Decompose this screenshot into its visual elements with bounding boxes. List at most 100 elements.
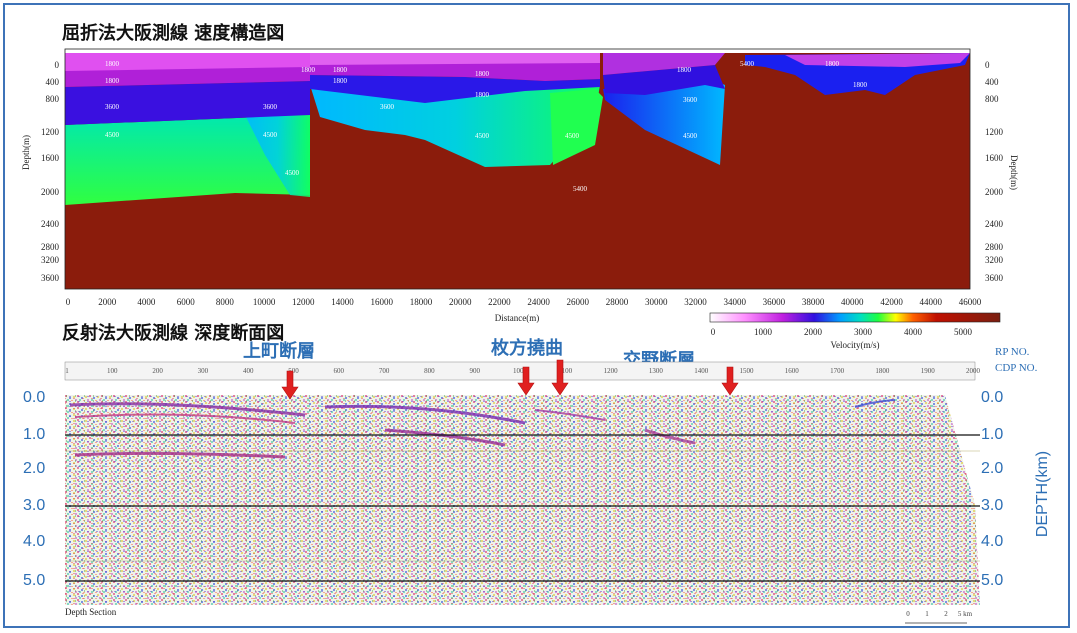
- arrow-icon: [721, 366, 739, 396]
- cdp-tick: 1600: [785, 367, 800, 375]
- cdp-tick: 1300: [649, 367, 664, 375]
- velocity-label: 4500: [475, 132, 490, 140]
- velocity-label: 1800: [853, 81, 868, 89]
- depth-tick-left: 3.0: [23, 497, 46, 514]
- bottom-panel-title: 反射法大阪測線 深度断面図: [62, 323, 285, 344]
- fault-label-uemachi: 上町断層: [243, 341, 315, 362]
- depth-tick-right: 4.0: [981, 533, 1004, 550]
- cdp-tick: 400: [243, 367, 254, 375]
- x-tick-label: 18000: [410, 297, 433, 307]
- x-tick-label: 2000: [98, 297, 117, 307]
- velocity-label: 1800: [475, 70, 490, 78]
- colorbar-tick: 1000: [754, 327, 773, 337]
- x-tick-label: 26000: [567, 297, 590, 307]
- x-tick-label: 36000: [763, 297, 786, 307]
- y-tick-left: 2000: [41, 187, 60, 197]
- velocity-label: 1800: [677, 66, 692, 74]
- cdp-tick: 700: [379, 367, 390, 375]
- depth-tick-left: 1.0: [23, 426, 46, 443]
- y-tick-right: 400: [985, 77, 999, 87]
- velocity-label: 3600: [263, 103, 278, 111]
- y-tick-left: 0: [55, 60, 60, 70]
- right-basin-layer: [603, 77, 725, 165]
- rp-no-label: RP NO.: [995, 346, 1030, 358]
- magenta-layer-left: [65, 53, 310, 71]
- velocity-label: 1800: [333, 66, 348, 74]
- colorbar-label: Velocity(m/s): [831, 340, 880, 350]
- figure-frame: 屈折法大阪測線 速度構造図: [3, 3, 1070, 628]
- depth-tick-left: 4.0: [23, 533, 46, 550]
- velocity-label: 3600: [683, 96, 698, 104]
- x-tick-label: 40000: [841, 297, 864, 307]
- depth-tick-left: 0.0: [23, 389, 46, 406]
- cdp-tick: 1800: [875, 367, 890, 375]
- colorbar-tick: 2000: [804, 327, 823, 337]
- cdp-tick: 800: [424, 367, 435, 375]
- x-tick-label: 20000: [449, 297, 472, 307]
- y-tick-left: 2400: [41, 219, 60, 229]
- x-tick-label: 32000: [684, 297, 707, 307]
- x-tick-label: 28000: [606, 297, 629, 307]
- x-tick-label: 44000: [920, 297, 943, 307]
- y-tick-right: 2000: [985, 187, 1004, 197]
- depth-tick-left: 5.0: [23, 572, 46, 589]
- depth-tick-right: 0.0: [981, 389, 1004, 406]
- y-tick-right: 1600: [985, 153, 1004, 163]
- purple-layer-east: [785, 53, 970, 67]
- cdp-tick: 1400: [694, 367, 709, 375]
- scale-tick: 1: [925, 610, 929, 618]
- velocity-structure-chart: 1800 1800 1800 1800 1800 1800 1800 1800 …: [21, 48, 1019, 350]
- y-tick-right: 1200: [985, 127, 1004, 137]
- depth-section-chart: 1 100 200 300 400 500 600 700 800 900 1000 1100 1200…: [64, 359, 981, 624]
- cdp-tick: 200: [152, 367, 163, 375]
- velocity-label: 1800: [105, 77, 120, 85]
- velocity-label: 3600: [105, 103, 120, 111]
- cdp-tick: 600: [334, 367, 345, 375]
- y-tick-left: 3200: [41, 255, 60, 265]
- velocity-label: 4500: [263, 131, 278, 139]
- velocity-label: 3600: [380, 103, 395, 111]
- colorbar-tick: 3000: [854, 327, 873, 337]
- green-patch-center: [550, 89, 603, 165]
- green-layer-left: [65, 115, 310, 205]
- x-tick-label: 34000: [723, 297, 746, 307]
- y-tick-left: 3600: [41, 273, 60, 283]
- scale-tick: 2: [944, 610, 948, 618]
- fault-label-hirakata: 枚方撓曲: [491, 338, 563, 359]
- fault-arrows: [281, 359, 739, 400]
- x-tick-label: 16000: [370, 297, 393, 307]
- colorbar-tick: 4000: [904, 327, 923, 337]
- velocity-label: 1800: [301, 66, 316, 74]
- velocity-label: 1800: [333, 77, 348, 85]
- cdp-tick: 900: [469, 367, 480, 375]
- cdp-tick: 1700: [830, 367, 845, 375]
- center-basin-layer: [310, 85, 600, 167]
- x-tick-label: 10000: [253, 297, 276, 307]
- velocity-label: 4500: [565, 132, 580, 140]
- top-panel-title: 屈折法大阪測線 速度構造図: [62, 23, 285, 44]
- x-tick-label: 12000: [292, 297, 315, 307]
- velocity-colorbar: [709, 312, 1001, 323]
- depth-tick-right: 5.0: [981, 572, 1004, 589]
- y-tick-left: 800: [46, 94, 60, 104]
- arrow-icon: [551, 359, 569, 396]
- cdp-tick: 1500: [740, 367, 755, 375]
- x-tick-label: 6000: [177, 297, 196, 307]
- footer-section-label: Depth Section: [65, 607, 117, 617]
- x-tick-label: 0: [66, 297, 71, 307]
- cdp-tick: 1100: [558, 367, 572, 375]
- scale-tick: 5 km: [958, 610, 973, 618]
- y-tick-left: 2800: [41, 242, 60, 252]
- cdp-tick: 1900: [921, 367, 936, 375]
- depth-axis-label: DEPTH(km): [1034, 450, 1051, 538]
- depth-tick-right: 3.0: [981, 497, 1004, 514]
- y-tick-right: 2800: [985, 242, 1004, 252]
- velocity-label: 5400: [740, 60, 755, 68]
- magenta-layer-center: [310, 53, 600, 65]
- y-tick-right: 2400: [985, 219, 1004, 229]
- cdp-tick: 300: [198, 367, 209, 375]
- scale-tick: 0: [906, 610, 910, 618]
- y-axis-label-right: Depth(m): [1009, 155, 1019, 190]
- cdp-no-label: CDP NO.: [995, 362, 1038, 374]
- depth-tick-right: 1.0: [981, 426, 1004, 443]
